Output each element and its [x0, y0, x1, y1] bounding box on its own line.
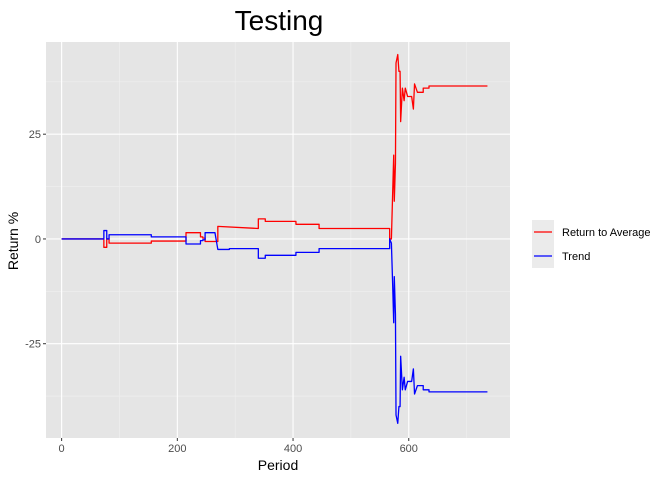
legend: Return to Average Trend — [532, 220, 650, 268]
legend-label: Return to Average — [562, 227, 650, 239]
grid-minor — [46, 42, 510, 438]
x-tick-label: 400 — [284, 443, 302, 455]
x-tick-label: 600 — [400, 443, 418, 455]
series-line-1 — [61, 229, 488, 424]
series-line-0 — [61, 53, 488, 248]
y-tick-label: 25 — [29, 129, 41, 141]
y-tick-label: -25 — [25, 339, 41, 351]
y-axis: -25 0 25 — [25, 129, 46, 351]
chart-title: Testing — [235, 5, 324, 36]
y-axis-title: Return % — [5, 212, 21, 270]
x-axis: 0 200 400 600 — [59, 438, 418, 455]
legend-label: Trend — [562, 251, 590, 263]
series-layer — [61, 53, 488, 424]
x-axis-title: Period — [258, 457, 298, 473]
x-tick-label: 0 — [59, 443, 65, 455]
grid-major — [46, 42, 510, 438]
y-tick-label: 0 — [35, 234, 41, 246]
plot-panel — [46, 42, 510, 438]
x-tick-label: 200 — [168, 443, 186, 455]
